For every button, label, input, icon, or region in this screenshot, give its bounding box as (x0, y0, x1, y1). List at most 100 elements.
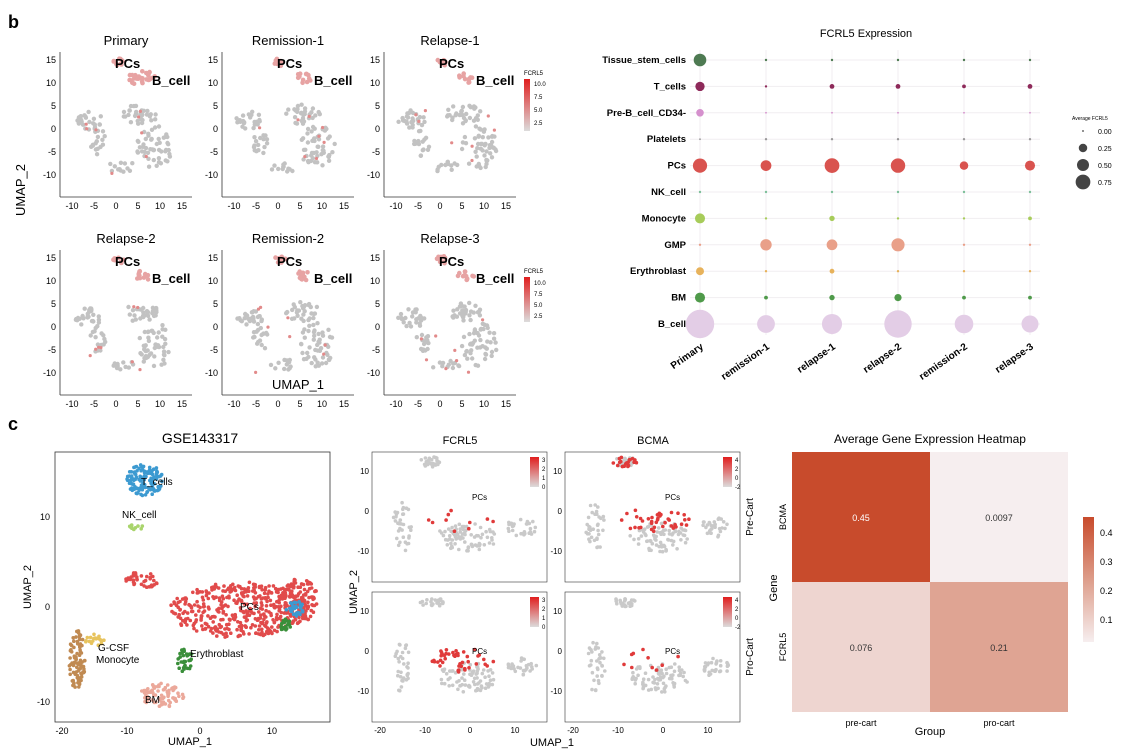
legend-tick: 3 (542, 598, 546, 604)
x-tick-label: -5 (90, 201, 98, 211)
pc-point (179, 623, 184, 627)
expr-point (94, 128, 98, 132)
cell-point (289, 316, 295, 321)
cell-point (150, 147, 155, 152)
cell-point (161, 357, 166, 362)
cell-point (658, 549, 662, 554)
cell-point (250, 109, 255, 115)
tcell-point (159, 472, 164, 477)
dot-mark (954, 314, 974, 334)
cell-point (311, 329, 317, 335)
expr-point (673, 523, 677, 528)
x-tick-label: 5 (135, 399, 140, 409)
cell-point (144, 355, 150, 360)
cell-point (639, 534, 644, 538)
cell-point (430, 603, 434, 608)
cell-point (488, 668, 493, 672)
expr-point (465, 654, 470, 659)
cell-point (292, 115, 298, 120)
dot-mark (1029, 111, 1031, 114)
cell-point (425, 462, 430, 467)
cell-point (506, 663, 511, 667)
pc-point (239, 608, 243, 613)
bcell-point (462, 269, 468, 274)
cell-point (320, 330, 325, 335)
cell-point (662, 544, 667, 549)
dot-mark (760, 239, 772, 251)
pc-point (211, 620, 215, 624)
cell-point (261, 150, 266, 156)
pc-point (201, 610, 205, 615)
tcell-point (141, 464, 146, 469)
bcell-point (137, 275, 143, 281)
expr-point (426, 518, 431, 522)
cell-point (458, 530, 463, 534)
expr-point (683, 518, 687, 522)
cell-point (409, 525, 414, 529)
pc-point (259, 613, 263, 617)
x-tick-label: 0 (661, 726, 666, 735)
expr-point (669, 510, 674, 515)
bm-point (165, 683, 170, 687)
bm-point (157, 684, 161, 689)
cell-point (149, 118, 154, 123)
expr-point (483, 662, 488, 667)
cell-point (240, 124, 245, 129)
cell-point (455, 162, 460, 168)
y-tick-label: T_cells (654, 81, 686, 92)
cell-point (317, 348, 323, 353)
cell-point (151, 313, 157, 319)
cell-point (400, 115, 405, 121)
pc-point (303, 592, 308, 596)
pc-point (194, 629, 199, 633)
cell-point (261, 137, 266, 142)
expr-point (611, 461, 616, 465)
y-tick-label: Erythroblast (630, 266, 687, 277)
bm-point (145, 689, 149, 694)
legend-tick: -2 (735, 485, 741, 491)
tcell-point (129, 470, 134, 474)
size-legend-dot (1082, 130, 1084, 132)
cell-point (301, 312, 306, 317)
y-tick-label: 0 (51, 322, 56, 332)
pc-point (238, 620, 243, 625)
cell-point (673, 662, 677, 666)
expr-point (440, 660, 445, 665)
cell-point (122, 161, 128, 166)
cell-point (400, 317, 405, 322)
cell-point (133, 317, 138, 322)
bm-point (176, 691, 180, 695)
expr-point (443, 656, 448, 661)
cell-point (482, 322, 487, 327)
pc-point (253, 582, 257, 587)
cell-point (664, 667, 668, 671)
cell-point (467, 313, 472, 318)
erythroblast-point (182, 664, 187, 668)
cell-point (407, 534, 411, 538)
cell-point (662, 687, 667, 691)
cell-point (656, 665, 661, 670)
cell-point (510, 528, 515, 533)
erythroblast-point (178, 655, 182, 659)
cell-point (449, 529, 453, 534)
cell-point (619, 601, 623, 606)
tcell-point (155, 474, 159, 479)
gcsf-point (76, 631, 81, 635)
cell-point (237, 316, 242, 321)
expr-point (622, 662, 626, 667)
tcell-point (134, 475, 139, 480)
nkcell-point (129, 523, 134, 527)
cell-point (460, 667, 464, 672)
expr-point (444, 367, 448, 371)
size-legend-label: 0.25 (1098, 146, 1112, 153)
legend-tick: 2 (542, 607, 546, 613)
expr-point (656, 516, 660, 521)
tcell-point (294, 614, 299, 618)
bm-point (158, 696, 163, 701)
tcell-point (127, 474, 132, 478)
cell-point (468, 317, 473, 323)
dot-mark (1028, 270, 1032, 273)
cluster-label: NK_cell (122, 510, 156, 521)
